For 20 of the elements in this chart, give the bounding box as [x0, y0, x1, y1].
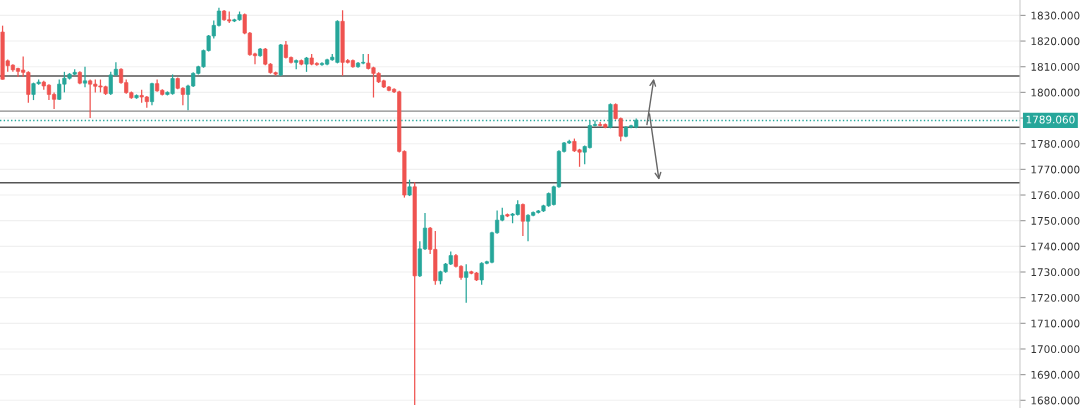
y-tick-label: 1680.000 [1031, 396, 1080, 405]
candlestick [319, 61, 325, 67]
y-tick-label: 1750.000 [1031, 216, 1080, 225]
y-tick-label: 1710.000 [1031, 319, 1080, 328]
y-tick-label: 1720.000 [1031, 293, 1080, 302]
y-tick-label: 1690.000 [1031, 370, 1080, 379]
y-tick-label: 1810.000 [1031, 62, 1080, 71]
y-tick-label: 1700.000 [1031, 345, 1080, 354]
y-tick-label: 1740.000 [1031, 242, 1080, 251]
y-tick-label: 1780.000 [1031, 139, 1080, 148]
y-tick-label: 1770.000 [1031, 165, 1080, 174]
y-tick-label: 1830.000 [1031, 11, 1080, 20]
y-tick-label: 1730.000 [1031, 268, 1080, 277]
candlestick [520, 202, 525, 237]
candlestick [82, 66, 88, 88]
candlestick [464, 263, 469, 304]
y-tick-label: 1760.000 [1031, 191, 1080, 200]
y-tick-label: 1820.000 [1031, 37, 1080, 46]
y-tick-label: 1800.000 [1031, 88, 1080, 97]
ref-line-label: 1789.060 [1026, 115, 1075, 124]
